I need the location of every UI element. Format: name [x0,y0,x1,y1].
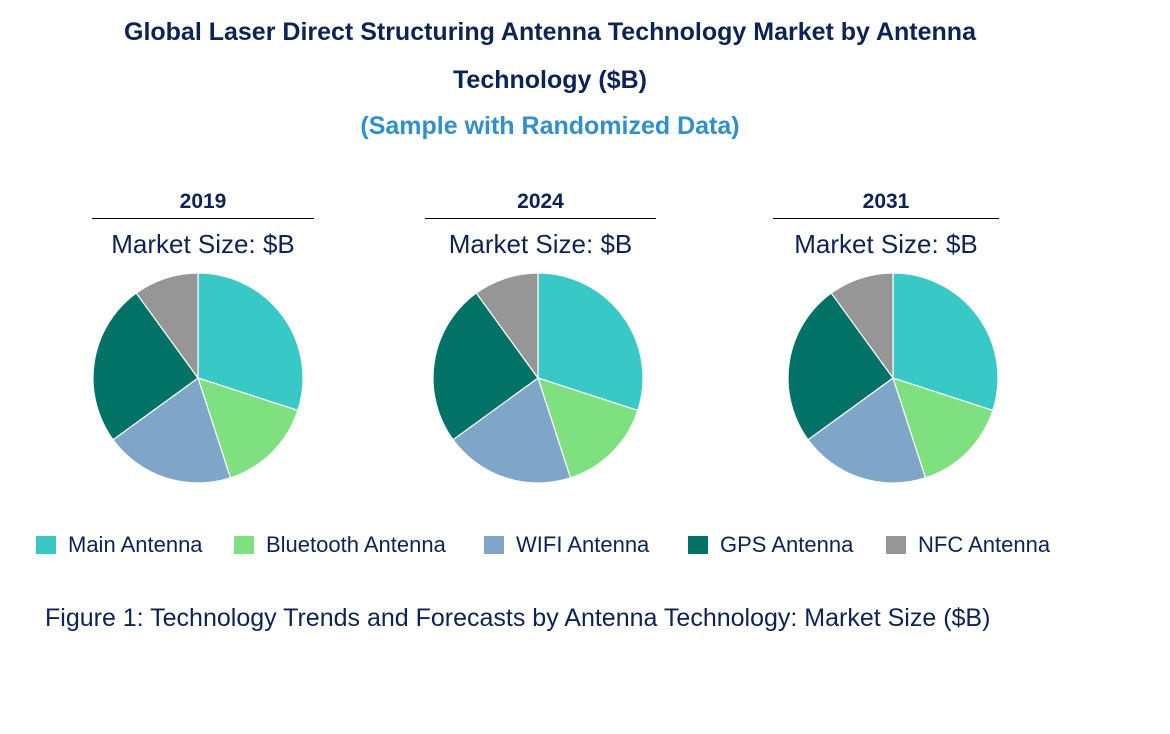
pie-slice-main-antenna [892,272,999,412]
legend-label: NFC Antenna [918,532,1051,557]
legend: Main Antenna Bluetooth Antenna WIFI Ante… [36,532,1136,562]
pie-slice-wifi-antenna [807,377,927,484]
legend-swatch [484,536,504,554]
chart-title-line2: Technology ($B) [453,66,647,94]
legend-label: Bluetooth Antenna [266,532,446,557]
pie-slice-nfc-antenna [135,272,199,380]
legend-label: GPS Antenna [720,532,854,557]
pie-slice-wifi-antenna [112,377,232,484]
legend-swatch [36,536,56,554]
market-size-label: Market Size: $B [794,229,978,259]
pie-slice-main-antenna [197,272,304,412]
market-size-label: Market Size: $B [448,229,633,259]
figure-caption: Figure 1: Technology Trends and Forecast… [45,604,991,632]
chart-title: Global Laser Direct Structuring Antenna … [40,8,1060,104]
pie-slice-main-antenna [537,272,644,412]
pie-slice-nfc-antenna [475,272,539,380]
pie-chart-2019 [92,272,304,484]
pie-slice-nfc-antenna [830,272,894,380]
chart-title-line1: Global Laser Direct Structuring Antenna … [124,18,976,46]
legend-item-wifi-antenna: WIFI Antenna [484,532,649,558]
chart-subtitle: (Sample with Randomized Data) [360,112,740,140]
pie-slice-gps-antenna [787,292,894,441]
pie-slice-gps-antenna [92,292,199,441]
legend-swatch [688,536,708,554]
legend-label: Main Antenna [68,532,203,557]
legend-item-nfc-antenna: NFC Antenna [886,532,1050,558]
pie-chart-2031 [787,272,999,484]
pie-panel-2024: 2024 Market Size: $B [425,190,656,260]
pie-chart-2024 [432,272,644,484]
pie-year-label: 2019 [92,190,314,219]
legend-item-bluetooth-antenna: Bluetooth Antenna [234,532,446,558]
pie-panel-2031: 2031 Market Size: $B [773,190,999,260]
legend-swatch [234,536,254,554]
pie-panel-2019: 2019 Market Size: $B [92,190,314,260]
pie-year-label: 2024 [425,190,656,219]
pie-year-label: 2031 [773,190,999,219]
legend-swatch [886,536,906,554]
market-size-label: Market Size: $B [111,229,295,259]
pie-slice-gps-antenna [432,292,539,441]
pie-slice-wifi-antenna [452,377,572,484]
legend-item-gps-antenna: GPS Antenna [688,532,853,558]
legend-label: WIFI Antenna [516,532,650,557]
legend-item-main-antenna: Main Antenna [36,532,203,558]
